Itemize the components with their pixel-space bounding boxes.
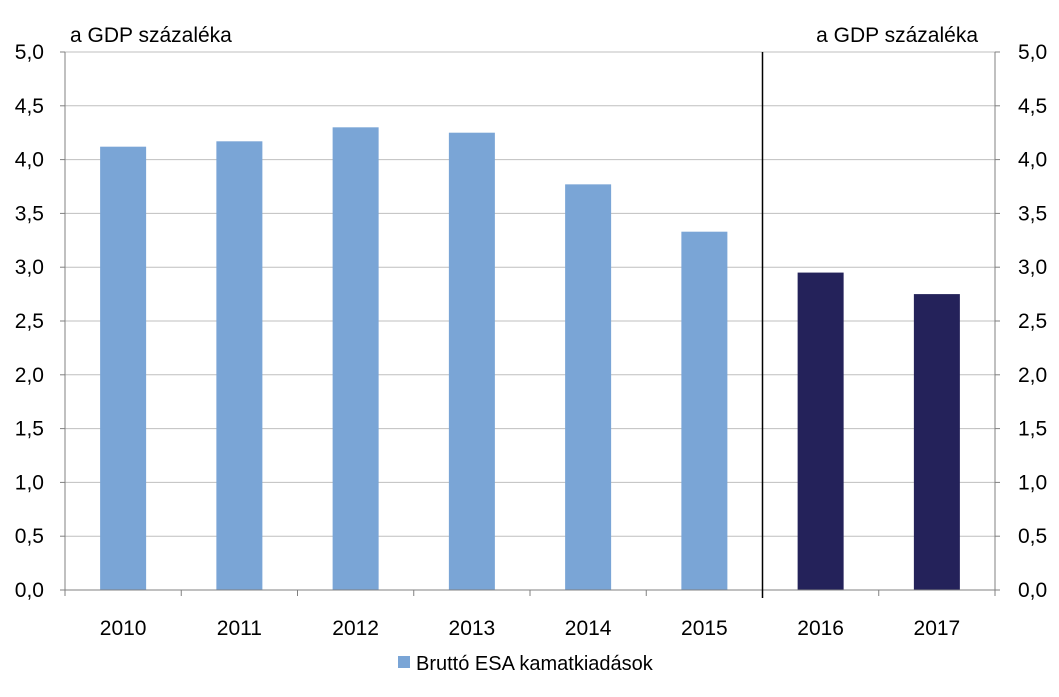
y-tick-label-left: 1,0 — [15, 471, 44, 494]
y-tick-label-right: 1,5 — [1018, 418, 1047, 441]
x-tick-label: 2015 — [681, 617, 728, 640]
bar-2014 — [565, 184, 612, 590]
bar-2016 — [797, 272, 844, 590]
x-tick-label: 2017 — [914, 617, 961, 640]
y-tick-label-left: 3,0 — [15, 256, 44, 279]
y-tick-label-right: 3,0 — [1018, 256, 1047, 279]
y-tick-label-left: 0,0 — [15, 579, 44, 602]
x-tick-label: 2016 — [797, 617, 844, 640]
left-axis-unit-label: a GDP százaléka — [70, 24, 232, 47]
y-tick-label-right: 4,5 — [1018, 95, 1047, 118]
bar-2013 — [448, 132, 495, 590]
y-tick-label-right: 3,5 — [1018, 202, 1047, 225]
legend: Bruttó ESA kamatkiadások — [398, 653, 654, 675]
bar-2010 — [100, 146, 147, 591]
y-tick-label-left: 3,5 — [15, 202, 44, 225]
y-tick-label-left: 4,5 — [15, 95, 44, 118]
y-tick-label-right: 4,0 — [1018, 149, 1047, 172]
legend-label: Bruttó ESA kamatkiadások — [416, 653, 654, 675]
bar-2015 — [681, 231, 728, 590]
x-tick-label: 2014 — [565, 617, 612, 640]
x-tick-label: 2013 — [449, 617, 496, 640]
y-tick-label-left: 4,0 — [15, 149, 44, 172]
gridlines — [65, 51, 995, 537]
axes — [60, 51, 1000, 598]
bar-2012 — [332, 127, 379, 590]
y-tick-label-right: 2,5 — [1018, 310, 1047, 333]
bar-2017 — [913, 294, 960, 590]
x-tick-label: 2012 — [332, 617, 379, 640]
bar-2011 — [216, 141, 263, 591]
x-tick-label: 2011 — [217, 617, 262, 640]
y-tick-label-left: 0,5 — [15, 525, 44, 548]
y-tick-label-right: 0,5 — [1018, 525, 1047, 548]
y-tick-label-left: 1,5 — [15, 418, 44, 441]
y-tick-label-right: 2,0 — [1018, 364, 1047, 387]
y-tick-label-left: 5,0 — [15, 41, 44, 64]
y-tick-label-right: 0,0 — [1018, 579, 1047, 602]
bars — [100, 127, 960, 591]
right-axis-unit-label: a GDP százaléka — [816, 24, 978, 47]
tick-labels: 0,0 0,0 0,5 0,5 1,0 1,0 1,5 1,5 2,0 2,0 2,5 2,5 3,0 3… — [15, 41, 1047, 640]
x-tick-label: 2010 — [100, 617, 147, 640]
y-tick-label-right: 5,0 — [1018, 41, 1047, 64]
legend-swatch — [398, 656, 410, 668]
y-tick-label-left: 2,0 — [15, 364, 44, 387]
y-tick-label-left: 2,5 — [15, 310, 44, 333]
y-tick-label-right: 1,0 — [1018, 471, 1047, 494]
